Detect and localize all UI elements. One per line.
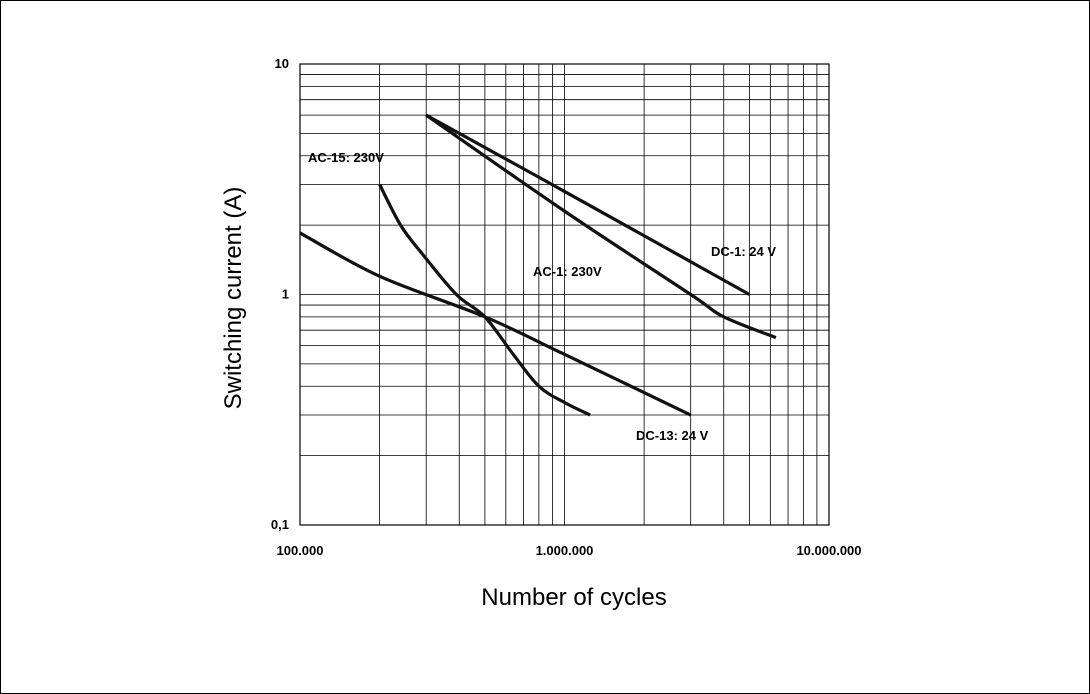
y-axis-title: Switching current (A) — [220, 187, 247, 410]
curve-dc-1-24-v — [425, 113, 751, 296]
x-tick-label: 1.000.000 — [536, 543, 594, 558]
series-label-ac-1-230v: AC-1: 230V — [533, 264, 602, 279]
y-tick-label: 0,1 — [271, 517, 289, 532]
series-curves — [299, 113, 777, 417]
x-tick-label: 100.000 — [277, 543, 324, 558]
x-axis-title: Number of cycles — [481, 584, 666, 611]
curve-ac-1-230v — [425, 113, 777, 340]
curve-dc-13-24-v — [299, 231, 692, 417]
plot-border — [299, 63, 830, 526]
series-label-dc-1-24-v: DC-1: 24 V — [711, 244, 776, 259]
series-labels: AC-15: 230V DC-13: 24 V AC-1: 230V DC-1: 24… — [308, 150, 776, 443]
grid — [299, 64, 829, 526]
y-tick-label: 1 — [282, 287, 289, 302]
x-tick-labels: 100.000 1.000.000 10.000.000 — [277, 543, 862, 558]
y-tick-label: 10 — [275, 56, 289, 71]
x-tick-label: 10.000.000 — [796, 543, 861, 558]
series-label-ac-15-230v: AC-15: 230V — [308, 150, 384, 165]
y-tick-labels: 0,1 1 10 — [271, 56, 289, 532]
series-label-dc-13-24-v: DC-13: 24 V — [636, 428, 709, 443]
